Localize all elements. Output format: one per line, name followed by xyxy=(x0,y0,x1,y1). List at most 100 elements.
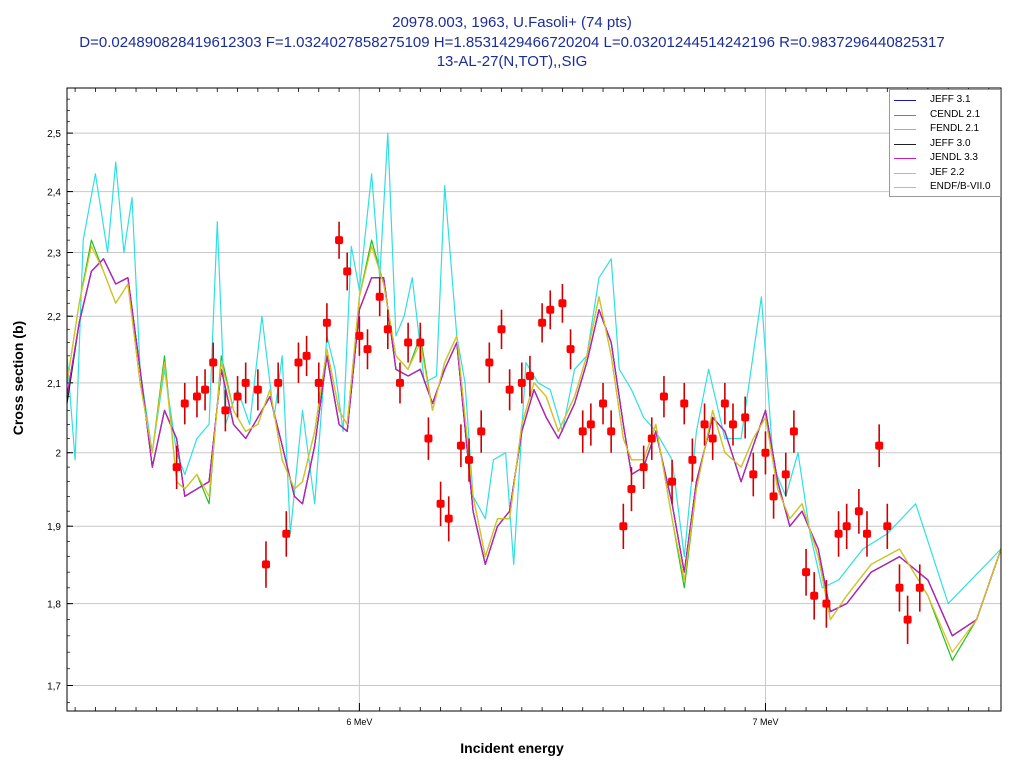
data-point xyxy=(485,358,494,367)
data-point xyxy=(728,420,737,429)
data-point xyxy=(875,441,884,450)
data-point xyxy=(619,522,628,531)
data-point xyxy=(221,406,230,415)
data-point xyxy=(180,399,189,408)
data-point xyxy=(822,599,831,608)
legend-label: JEFF 3.1 xyxy=(930,94,971,105)
data-point xyxy=(802,568,811,577)
data-point xyxy=(355,331,364,340)
legend-label: ENDF/B-VII.0 xyxy=(930,181,991,192)
data-point xyxy=(538,318,547,327)
data-point xyxy=(294,358,303,367)
data-point xyxy=(416,338,425,347)
data-point xyxy=(497,325,506,334)
legend-item: JEF 2.2 xyxy=(894,166,1000,180)
data-point xyxy=(741,413,750,422)
chart-subtitle-reaction: 13-AL-27(N,TOT),,SIG xyxy=(436,53,588,70)
y-tick-label: 2,1 xyxy=(47,379,61,390)
y-tick-label: 2 xyxy=(55,449,61,460)
data-point xyxy=(607,427,616,436)
data-point xyxy=(842,522,851,531)
data-point xyxy=(688,455,697,464)
legend: JEFF 3.1 CENDL 2.1 FENDL 2.1 JEFF 3.0 JENDL … xyxy=(889,89,1001,197)
legend-swatch xyxy=(894,187,916,188)
y-tick-label: 2,4 xyxy=(47,188,61,199)
legend-swatch xyxy=(894,172,916,174)
legend-swatch xyxy=(894,143,916,145)
data-point xyxy=(895,583,904,592)
y-tick-label: 1,9 xyxy=(47,522,61,533)
y-tick-label: 1,8 xyxy=(47,600,61,611)
data-point xyxy=(566,345,575,354)
data-point xyxy=(192,392,201,401)
data-point xyxy=(810,591,819,600)
x-axis-label: Incident energy xyxy=(460,740,564,756)
data-point xyxy=(253,385,262,394)
data-point xyxy=(335,236,344,245)
data-point xyxy=(343,267,352,276)
series-line-jef-2-2 xyxy=(66,245,1002,653)
chart-subtitle-parameters: D=0.024890828419612303 F=1.0324027858275… xyxy=(79,34,945,51)
data-point xyxy=(854,507,863,516)
data-point xyxy=(558,299,567,308)
legend-item: JENDL 3.3 xyxy=(894,151,1000,165)
data-point xyxy=(209,358,218,367)
data-point xyxy=(241,378,250,387)
y-tick-label: 2,3 xyxy=(47,249,61,260)
data-point xyxy=(444,514,453,523)
data-point xyxy=(749,470,758,479)
data-point xyxy=(761,448,770,457)
data-point xyxy=(383,325,392,334)
data-point xyxy=(261,560,270,569)
data-point xyxy=(578,427,587,436)
data-point xyxy=(505,385,514,394)
legend-swatch xyxy=(894,129,916,130)
data-point xyxy=(586,420,595,429)
data-point xyxy=(456,441,465,450)
plot-border xyxy=(66,87,1002,712)
data-point xyxy=(322,318,331,327)
y-tick-label: 2,5 xyxy=(47,129,61,140)
data-point xyxy=(172,463,181,472)
data-point xyxy=(274,378,283,387)
data-point xyxy=(599,399,608,408)
data-point xyxy=(659,392,668,401)
data-point xyxy=(639,463,648,472)
data-point xyxy=(834,529,843,538)
legend-swatch xyxy=(894,114,916,116)
data-point xyxy=(375,292,384,301)
data-point xyxy=(680,399,689,408)
plot-frame xyxy=(66,87,1002,712)
data-point xyxy=(546,305,555,314)
legend-item: FENDL 2.1 xyxy=(894,122,1000,136)
data-point xyxy=(517,378,526,387)
data-point xyxy=(700,420,709,429)
data-point xyxy=(789,427,798,436)
data-point xyxy=(404,338,413,347)
data-point xyxy=(915,583,924,592)
data-point xyxy=(395,378,404,387)
data-point xyxy=(903,615,912,624)
data-point xyxy=(302,351,311,360)
data-point xyxy=(720,399,729,408)
legend-label: JEF 2.2 xyxy=(930,166,965,178)
data-point xyxy=(436,499,445,508)
data-point xyxy=(233,392,242,401)
legend-item: JEFF 3.0 xyxy=(894,137,1000,151)
legend-label: JENDL 3.3 xyxy=(930,152,978,163)
legend-swatch xyxy=(894,158,916,159)
y-tick-label: 1,7 xyxy=(47,681,61,692)
x-tick-label: 6 MeV xyxy=(346,717,372,727)
legend-label: FENDL 2.1 xyxy=(930,123,980,134)
chart-title: 20978.003, 1963, U.Fasoli+ (74 pts) xyxy=(392,14,632,31)
data-point xyxy=(363,345,372,354)
legend-label: CENDL 2.1 xyxy=(930,108,981,120)
data-point xyxy=(282,529,291,538)
y-axis-label: Cross section (b) xyxy=(10,320,26,436)
data-point xyxy=(525,372,534,381)
data-point xyxy=(424,434,433,443)
y-tick-label: 2,2 xyxy=(47,312,61,323)
legend-item: ENDF/B-VII.0 xyxy=(894,180,1000,194)
data-point xyxy=(883,522,892,531)
